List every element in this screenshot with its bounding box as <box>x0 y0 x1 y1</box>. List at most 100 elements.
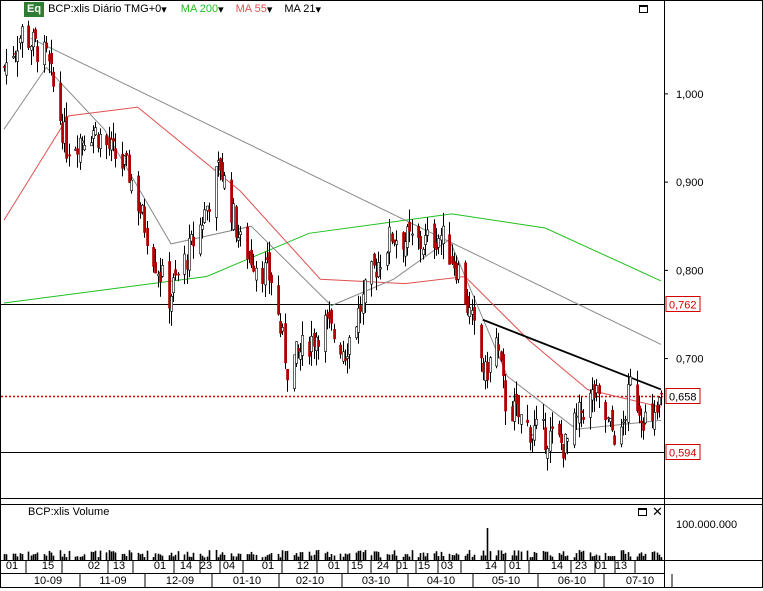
candle-body <box>560 433 564 444</box>
candle-body <box>170 296 174 312</box>
candle-body <box>154 262 158 274</box>
candle-body <box>419 236 423 249</box>
x-month-label: 06-10 <box>558 575 586 587</box>
candle-body <box>223 175 227 189</box>
app-logo: Eq <box>24 1 45 17</box>
x-day-label: 13 <box>615 560 627 572</box>
x-month-label: 02-10 <box>296 575 324 587</box>
candle-body <box>442 225 446 244</box>
candle-body <box>203 209 207 223</box>
x-day-label: 01 <box>6 560 18 572</box>
candle-body <box>105 135 109 146</box>
candle-body <box>83 145 87 151</box>
x-day-label: 04 <box>223 560 235 572</box>
ma55-line <box>3 106 662 408</box>
candle-body <box>607 417 611 420</box>
y-tick-label: 0,800 <box>676 265 704 277</box>
candle-body <box>386 252 390 266</box>
candle-body <box>12 56 16 59</box>
candle-body <box>268 252 272 281</box>
candle-body <box>564 433 568 454</box>
maximize-price-panel-icon[interactable] <box>639 5 648 13</box>
ma21-legend[interactable]: MA 21 <box>284 3 316 15</box>
candle-body <box>411 233 415 236</box>
candle-body <box>364 279 368 304</box>
candle-body <box>5 62 9 76</box>
candle-body <box>658 397 662 406</box>
candle-body <box>310 336 314 352</box>
symbol-dropdown-icon[interactable]: ▾ <box>161 3 167 16</box>
x-day-label: 03 <box>441 560 453 572</box>
candle-body <box>373 253 377 266</box>
candle-body <box>333 329 337 340</box>
candle-body <box>277 285 281 315</box>
candle-body <box>348 337 352 355</box>
candle-body <box>81 140 85 144</box>
x-day-label: 12 <box>297 560 309 572</box>
candle-body <box>636 384 640 412</box>
x-day-label: 01 <box>328 560 340 572</box>
x-day-label: 02 <box>88 560 100 572</box>
candle-body <box>473 306 477 321</box>
maximize-volume-panel-icon[interactable] <box>638 508 647 516</box>
candle-body <box>558 423 562 436</box>
candle-body <box>286 368 290 381</box>
candle-body <box>215 166 219 218</box>
ma55-legend[interactable]: MA 55 <box>235 3 267 15</box>
candle-body <box>627 384 631 423</box>
candle-body <box>232 203 236 230</box>
ma200-legend[interactable]: MA 200 <box>180 3 219 15</box>
ma200-line <box>3 213 662 304</box>
symbol-title[interactable]: BCP:xlis Diário TMG+0 <box>48 3 162 15</box>
ma21-line <box>3 66 662 430</box>
candle-body <box>549 430 553 452</box>
candle-body <box>76 148 80 155</box>
candle-body <box>486 361 490 381</box>
candle-body <box>402 232 406 250</box>
candle-body <box>230 179 234 223</box>
trendline <box>482 318 662 391</box>
candle-body <box>50 53 54 65</box>
candle-body <box>497 344 501 351</box>
candle-body <box>644 411 648 424</box>
candle-body <box>580 410 584 414</box>
x-day-label: 01 <box>396 560 408 572</box>
candle-body <box>408 221 412 232</box>
candle-body <box>45 42 49 49</box>
candle-body <box>199 224 203 255</box>
candle-body <box>656 405 660 413</box>
candle-body <box>457 264 461 280</box>
candle-body <box>146 227 150 246</box>
ma21-dropdown-icon[interactable]: ▾ <box>315 3 322 16</box>
candle-body <box>404 241 408 257</box>
candle-body <box>613 435 617 445</box>
volume-scale-label: 100.000.000 <box>676 519 738 531</box>
candle-body <box>123 155 127 165</box>
candle-body <box>575 415 579 418</box>
candle-body <box>598 385 602 395</box>
candle-body <box>611 409 615 431</box>
candle-body <box>30 46 34 51</box>
candle-body <box>604 402 608 420</box>
candle-body <box>502 354 506 377</box>
candle-body <box>79 137 83 163</box>
candle-body <box>653 412 657 430</box>
candle-body <box>377 262 381 277</box>
ma200-dropdown-icon[interactable]: ▾ <box>218 3 224 16</box>
candle-body <box>640 420 644 424</box>
candle-body <box>297 348 301 352</box>
candle-body <box>468 307 472 317</box>
candle-body <box>624 418 628 421</box>
candle-body <box>422 249 426 256</box>
candle-body <box>379 267 383 270</box>
candle-body <box>27 25 31 48</box>
ma55-dropdown-icon[interactable]: ▾ <box>266 3 273 16</box>
x-month-label: 01-10 <box>233 575 261 587</box>
candle-body <box>206 205 210 211</box>
candle-body <box>208 209 212 212</box>
candle-body <box>281 327 285 332</box>
close-volume-panel-icon[interactable]: ✕ <box>652 505 663 520</box>
candle-body <box>43 41 47 66</box>
candle-body <box>112 138 116 142</box>
